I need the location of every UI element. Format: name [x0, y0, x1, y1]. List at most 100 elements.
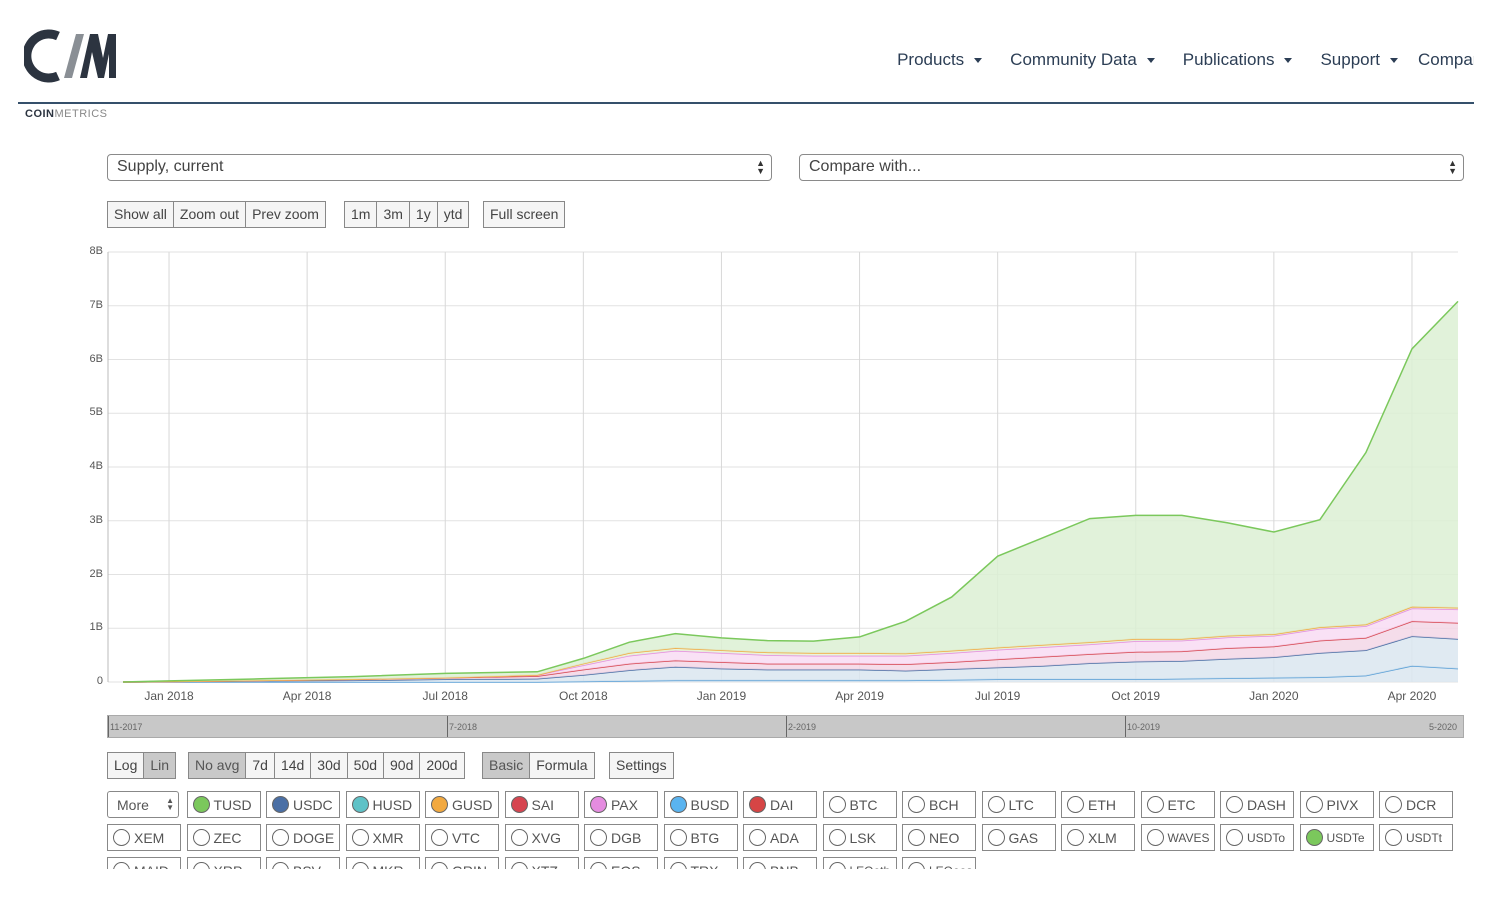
asset-toggle-mkr[interactable]: MKR: [345, 857, 420, 869]
series-area-gusd[interactable]: [123, 608, 1458, 682]
asset-toggle-leoeos[interactable]: LEOeos: [902, 857, 976, 869]
show-all-button[interactable]: Show all: [108, 202, 174, 227]
prev-zoom-button[interactable]: Prev zoom: [246, 202, 325, 227]
avg-50d-button[interactable]: 50d: [347, 753, 385, 778]
asset-toggle-lsk[interactable]: LSK: [822, 824, 897, 851]
range-1m-button[interactable]: 1m: [345, 202, 378, 227]
series-line-usdte[interactable]: [122, 300, 1459, 683]
avg-90d-button[interactable]: 90d: [384, 753, 421, 778]
avg-7d-button[interactable]: 7d: [246, 753, 275, 778]
asset-toggle-xlm[interactable]: XLM: [1061, 824, 1135, 851]
asset-toggle-bch[interactable]: BCH: [902, 791, 976, 818]
asset-toggle-xem[interactable]: XEM: [107, 824, 181, 851]
range-navigator[interactable]: 11-2017 7-2018 2-2019 10-2019 5-2020: [107, 715, 1464, 738]
asset-toggle-sai[interactable]: SAI: [504, 791, 579, 818]
asset-toggle-pax[interactable]: PAX: [584, 791, 658, 818]
asset-toggle-btg[interactable]: BTG: [663, 824, 738, 851]
unchecked-circle-icon: [908, 829, 925, 846]
range-1y-button[interactable]: 1y: [409, 202, 438, 227]
settings-button[interactable]: Settings: [610, 753, 673, 778]
metric-select[interactable]: Supply, current ▲ ▼: [107, 154, 772, 181]
asset-toggle-etc[interactable]: ETC: [1140, 791, 1215, 818]
scale-button-group: Log Lin: [107, 752, 177, 779]
site-header: COINMETRICS Products Community Data Publ…: [18, 0, 1474, 120]
asset-label: VTC: [452, 829, 480, 846]
nav-company-clipped[interactable]: Compar: [1418, 50, 1474, 69]
asset-label: XEM: [134, 829, 165, 846]
chart-svg[interactable]: [75, 245, 1470, 715]
supply-chart[interactable]: 0 1B 2B 3B 4B 5B 6B 7B 8B Jan 2018 Apr 2018 Jul 20…: [75, 245, 1470, 715]
full-screen-button[interactable]: Full screen: [484, 202, 565, 227]
asset-toggle-usdto[interactable]: USDTo: [1220, 824, 1294, 851]
asset-toggle-leoeth[interactable]: LEOeth: [822, 857, 897, 869]
asset-toggle-doge[interactable]: DOGE: [266, 824, 340, 851]
asset-toggle-dai[interactable]: DAI: [743, 791, 817, 818]
series-area-pax[interactable]: [123, 621, 1458, 682]
avg-14d-button[interactable]: 14d: [274, 753, 312, 778]
nav-community-data[interactable]: Community Data: [1010, 50, 1155, 70]
asset-toggle-bsv[interactable]: BSV: [266, 857, 340, 869]
nav-products[interactable]: Products: [897, 50, 983, 70]
asset-label: HUSD: [372, 796, 413, 813]
series-area-tusd[interactable]: [123, 636, 1458, 682]
unchecked-circle-icon: [669, 829, 687, 846]
coinmetrics-logo[interactable]: COINMETRICS: [24, 26, 124, 120]
log-scale-button[interactable]: Log: [108, 753, 145, 778]
asset-toggle-usdc[interactable]: USDC: [266, 791, 340, 818]
asset-toggle-ada[interactable]: ADA: [743, 824, 817, 851]
x-tick-label: Jul 2019: [974, 689, 1021, 703]
range-3m-button[interactable]: 3m: [377, 202, 410, 227]
asset-toggle-busd[interactable]: BUSD: [663, 791, 738, 818]
asset-toggle-husd[interactable]: HUSD: [345, 791, 420, 818]
asset-toggle-eth[interactable]: ETH: [1061, 791, 1135, 818]
asset-toggle-btc[interactable]: BTC: [822, 791, 897, 818]
asset-toggle-dcr[interactable]: DCR: [1379, 791, 1453, 818]
asset-toggle-tusd[interactable]: TUSD: [186, 791, 261, 818]
asset-toggle-maid[interactable]: MAID: [107, 857, 181, 869]
lin-scale-button[interactable]: Lin: [144, 753, 176, 778]
asset-toggle-xvg[interactable]: XVG: [504, 824, 579, 851]
avg-200d-button[interactable]: 200d: [420, 753, 464, 778]
asset-toggle-bnb[interactable]: BNB: [743, 857, 817, 869]
asset-label: LSK: [849, 829, 876, 846]
asset-toggle-xmr[interactable]: XMR: [345, 824, 420, 851]
asset-toggle-trx[interactable]: TRX: [663, 857, 738, 869]
asset-toggle-grin[interactable]: GRIN: [425, 857, 499, 869]
zoom-out-button[interactable]: Zoom out: [173, 202, 247, 227]
unchecked-circle-icon: [510, 862, 528, 869]
asset-toggle-pivx[interactable]: PIVX: [1299, 791, 1374, 818]
asset-label: ZEC: [213, 829, 242, 846]
asset-toggle-ltc[interactable]: LTC: [981, 791, 1056, 818]
series-area-usdc[interactable]: [123, 665, 1458, 682]
y-tick-label: 2B: [89, 567, 103, 580]
asset-toggle-usdte[interactable]: USDTe: [1299, 824, 1374, 851]
asset-toggle-vtc[interactable]: VTC: [425, 824, 499, 851]
asset-toggle-dgb[interactable]: DGB: [584, 824, 658, 851]
series-line-tusd[interactable]: [122, 635, 1459, 683]
asset-toggle-waves[interactable]: WAVES: [1140, 824, 1215, 851]
series-area-usdte[interactable]: [123, 301, 1458, 682]
y-tick-label: 0: [96, 675, 103, 687]
asset-toggle-usdtt[interactable]: USDTt: [1379, 824, 1453, 851]
avg-30d-button[interactable]: 30d: [311, 753, 348, 778]
no-avg-button[interactable]: No avg: [189, 753, 247, 778]
asset-toggle-dash[interactable]: DASH: [1220, 791, 1294, 818]
nav-publications[interactable]: Publications: [1183, 50, 1293, 70]
asset-toggle-zec[interactable]: ZEC: [186, 824, 261, 851]
more-select[interactable]: More ▲ ▼: [107, 791, 179, 818]
asset-toggle-gusd[interactable]: GUSD: [425, 791, 499, 818]
asset-label: SAI: [531, 796, 555, 813]
basic-mode-button[interactable]: Basic: [483, 753, 531, 778]
formula-mode-button[interactable]: Formula: [530, 753, 594, 778]
navigator-tick: 10-2019: [1125, 716, 1160, 737]
unchecked-circle-icon: [431, 829, 448, 846]
nav-support[interactable]: Support: [1320, 50, 1398, 70]
asset-toggle-neo[interactable]: NEO: [902, 824, 976, 851]
asset-toggle-xrp[interactable]: XRP: [186, 857, 261, 869]
range-ytd-button[interactable]: ytd: [437, 202, 469, 227]
asset-toggle-xtz[interactable]: XTZ: [504, 857, 579, 869]
asset-toggle-gas[interactable]: GAS: [981, 824, 1056, 851]
compare-select[interactable]: Compare with... ▲ ▼: [799, 154, 1464, 181]
asset-toggle-eos[interactable]: EOS: [584, 857, 658, 869]
metric-select-value: Supply, current: [117, 158, 224, 175]
